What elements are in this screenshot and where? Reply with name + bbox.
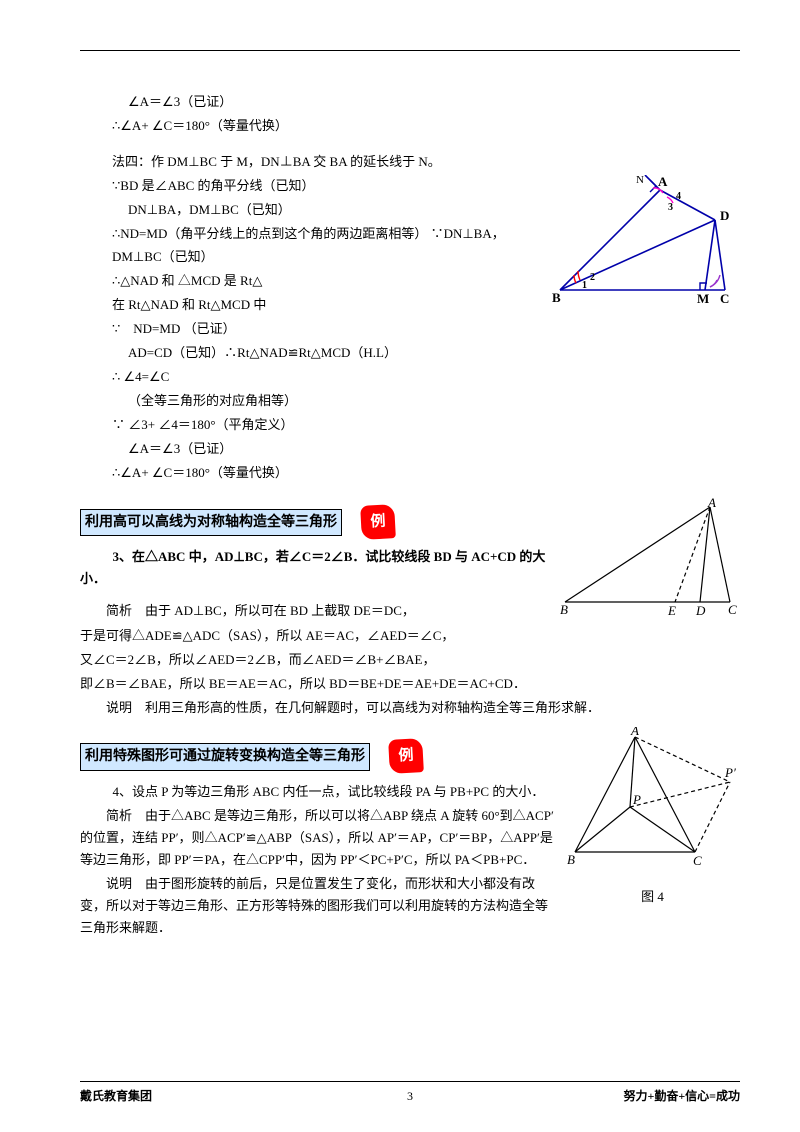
example-badge: 例 [360,504,396,540]
figure-caption: 图 4 [565,886,740,908]
footer-page: 3 [407,1086,413,1106]
label-D: D [720,208,729,223]
example-badge: 例 [388,738,424,774]
label-C: C [720,291,729,305]
label-C: C [728,602,737,617]
proof-block: ∠A＝∠3（已证） ∴∠A+ ∠C＝180°（等量代换） 法四：作 DM⊥BC … [80,91,740,485]
label-A: A [658,175,668,189]
figure-equilateral-rotation: A B C P P′ 图 4 [565,727,740,908]
label-Pprime: P′ [724,765,736,780]
figure-triangle-abc-altitude: A B C D E [560,497,740,624]
label-C: C [693,853,702,868]
proof-line: ∴∠A+ ∠C＝180°（等量代换） [80,115,740,137]
proof-line: （全等三角形的对应角相等） [80,390,740,412]
proof-line: ∴ ∠4=∠C [80,366,740,388]
proof-line: AD=CD（已知）∴Rt△NAD≌Rt△MCD（H.L） [80,342,740,364]
svg-text:2: 2 [590,272,595,283]
proof-line: ∴∠A+ ∠C＝180°（等量代换） [80,462,740,484]
section-title-1: 利用高可以高线为对称轴构造全等三角形 [80,509,342,537]
example-3-line: 即∠B＝∠BAE，所以 BE＝AE＝AC，所以 BD＝BE+DE＝AE+DE＝A… [80,673,740,695]
label-B: B [567,852,575,867]
proof-line: 法四：作 DM⊥BC 于 M，DN⊥BA 交 BA 的延长线于 N。 [80,151,740,173]
label-A: A [707,497,716,510]
example-3-line: 于是可得△ADE≌△ADC（SAS），所以 AE＝AC，∠AED＝∠C， [80,625,740,647]
example-3-line: 说明 利用三角形高的性质，在几何解题时，可以高线为对称轴构造全等三角形求解． [80,697,740,719]
label-B: B [560,602,568,617]
footer-right: 努力+勤奋+信心=成功 [623,1086,740,1106]
label-4: 4 [676,191,681,202]
label-B: B [552,290,561,305]
label-3: 3 [668,202,673,213]
proof-line: ∵ ND=MD （已证） [80,318,740,340]
label-1: 1 [582,280,587,291]
proof-line: ∠A＝∠3（已证） [80,438,740,460]
example-3-line: 又∠C＝2∠B，所以∠AED＝2∠B，而∠AED＝∠B+∠BAE， [80,649,740,671]
section-title-2: 利用特殊图形可通过旋转变换构造全等三角形 [80,743,370,771]
label-N: N [636,175,644,186]
proof-line: ∠A＝∠3（已证） [80,91,740,113]
label-D: D [695,603,706,617]
label-M: M [697,291,709,305]
label-E: E [667,603,676,617]
label-P: P [632,792,641,807]
footer-left: 戴氏教育集团 [80,1086,152,1106]
proof-line: ∵ ∠3+ ∠4＝180°（平角定义） [80,414,740,436]
page-footer: 戴氏教育集团 3 努力+勤奋+信心=成功 [80,1081,740,1106]
figure-triangle-abcd: A B C M D N 3 4 1 2 [550,175,740,312]
example-3-heading: 3、在△ABC 中，AD⊥BC，若∠C＝2∠B．试比较线段 BD 与 AC+CD… [80,549,545,586]
label-A: A [630,727,639,738]
